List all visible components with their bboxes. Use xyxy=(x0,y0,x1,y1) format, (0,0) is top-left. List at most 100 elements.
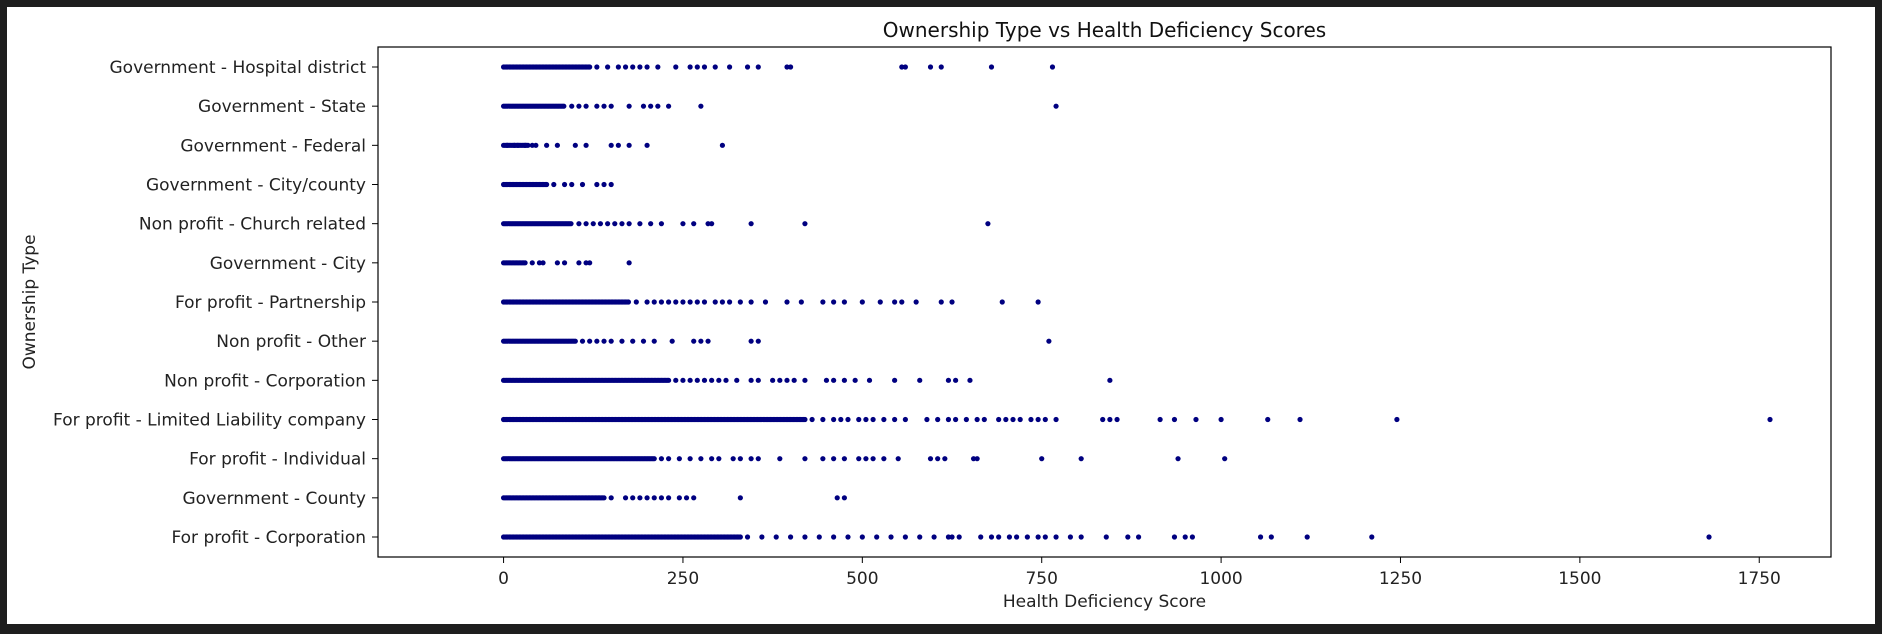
data-point xyxy=(737,299,743,305)
data-point xyxy=(881,416,887,423)
data-point xyxy=(895,456,901,462)
data-point xyxy=(594,103,600,109)
data-point xyxy=(1003,416,1009,423)
data-point xyxy=(1039,456,1045,462)
data-point xyxy=(651,338,657,344)
data-point xyxy=(1114,416,1120,423)
data-point xyxy=(859,534,865,540)
data-point xyxy=(608,495,614,501)
data-point xyxy=(579,338,586,344)
y-tick-label: For profit - Limited Liability company xyxy=(53,411,366,431)
data-point xyxy=(626,260,632,266)
data-point xyxy=(529,260,535,266)
data-point xyxy=(1006,534,1013,540)
data-point xyxy=(1222,456,1228,462)
data-point xyxy=(863,456,869,462)
data-point xyxy=(1265,416,1271,423)
data-point xyxy=(572,142,578,148)
data-point xyxy=(651,456,657,462)
data-point xyxy=(841,495,847,501)
data-point xyxy=(974,456,980,462)
data-point xyxy=(569,181,575,188)
data-point xyxy=(637,495,643,501)
data-point xyxy=(619,221,625,227)
data-point xyxy=(816,534,822,540)
data-point xyxy=(572,338,578,344)
data-point xyxy=(608,103,614,109)
y-tick-label: For profit - Partnership xyxy=(175,293,366,313)
data-point xyxy=(770,377,776,383)
data-point xyxy=(1078,456,1084,462)
data-point xyxy=(666,377,672,383)
y-tick-label: Government - Hospital district xyxy=(110,58,367,78)
data-point xyxy=(709,221,715,227)
data-point xyxy=(676,495,682,501)
data-point xyxy=(1042,416,1048,423)
data-point xyxy=(899,299,905,305)
data-point xyxy=(712,299,718,305)
data-point xyxy=(831,377,837,383)
y-tick-label: Non profit - Church related xyxy=(139,215,366,235)
data-point xyxy=(784,299,790,305)
data-point xyxy=(583,103,589,109)
data-point xyxy=(687,64,693,70)
data-point xyxy=(576,221,582,227)
data-point xyxy=(694,299,700,305)
data-point xyxy=(1218,416,1224,423)
data-point xyxy=(673,377,679,383)
data-point xyxy=(522,142,528,148)
x-tick-label: 1750 xyxy=(1738,569,1781,589)
data-point xyxy=(942,456,948,462)
data-point xyxy=(802,456,808,462)
data-point xyxy=(691,495,697,501)
data-point xyxy=(648,221,654,227)
data-point xyxy=(924,416,930,423)
data-point xyxy=(841,299,847,305)
data-point xyxy=(1035,534,1041,540)
data-point xyxy=(597,221,604,227)
data-point xyxy=(802,377,808,383)
data-point xyxy=(1189,534,1195,540)
data-point xyxy=(773,534,779,540)
data-point xyxy=(974,416,980,423)
data-point xyxy=(945,534,952,540)
data-point xyxy=(967,377,973,383)
data-point xyxy=(759,534,765,540)
data-point xyxy=(622,495,629,501)
data-point xyxy=(568,221,574,227)
data-point xyxy=(544,181,550,188)
data-point xyxy=(870,416,876,423)
data-point xyxy=(755,377,761,383)
data-point xyxy=(1028,416,1034,423)
data-point xyxy=(594,181,600,188)
data-point xyxy=(1014,534,1020,540)
data-point xyxy=(701,377,708,383)
x-tick-label: 500 xyxy=(846,569,878,589)
data-point xyxy=(544,142,550,148)
data-point xyxy=(949,299,955,305)
data-point xyxy=(1193,416,1199,423)
y-axis: For profit - Corporation Government - Cou… xyxy=(53,58,378,548)
data-point xyxy=(866,377,873,383)
data-point xyxy=(874,534,880,540)
data-point xyxy=(748,456,754,462)
data-point xyxy=(859,299,865,305)
data-point xyxy=(698,338,704,344)
data-point xyxy=(612,221,618,227)
data-point xyxy=(845,534,851,540)
data-point xyxy=(630,64,636,70)
data-point xyxy=(705,338,711,344)
data-point xyxy=(622,64,629,70)
data-point xyxy=(927,64,934,70)
data-point xyxy=(802,416,808,423)
data-point xyxy=(701,64,708,70)
data-point xyxy=(583,221,589,227)
data-point xyxy=(601,338,607,344)
data-point xyxy=(784,377,790,383)
data-point xyxy=(1067,534,1074,540)
data-point xyxy=(892,416,898,423)
data-point xyxy=(988,64,995,70)
data-point xyxy=(1053,416,1059,423)
data-point xyxy=(615,64,621,70)
data-point xyxy=(626,142,632,148)
